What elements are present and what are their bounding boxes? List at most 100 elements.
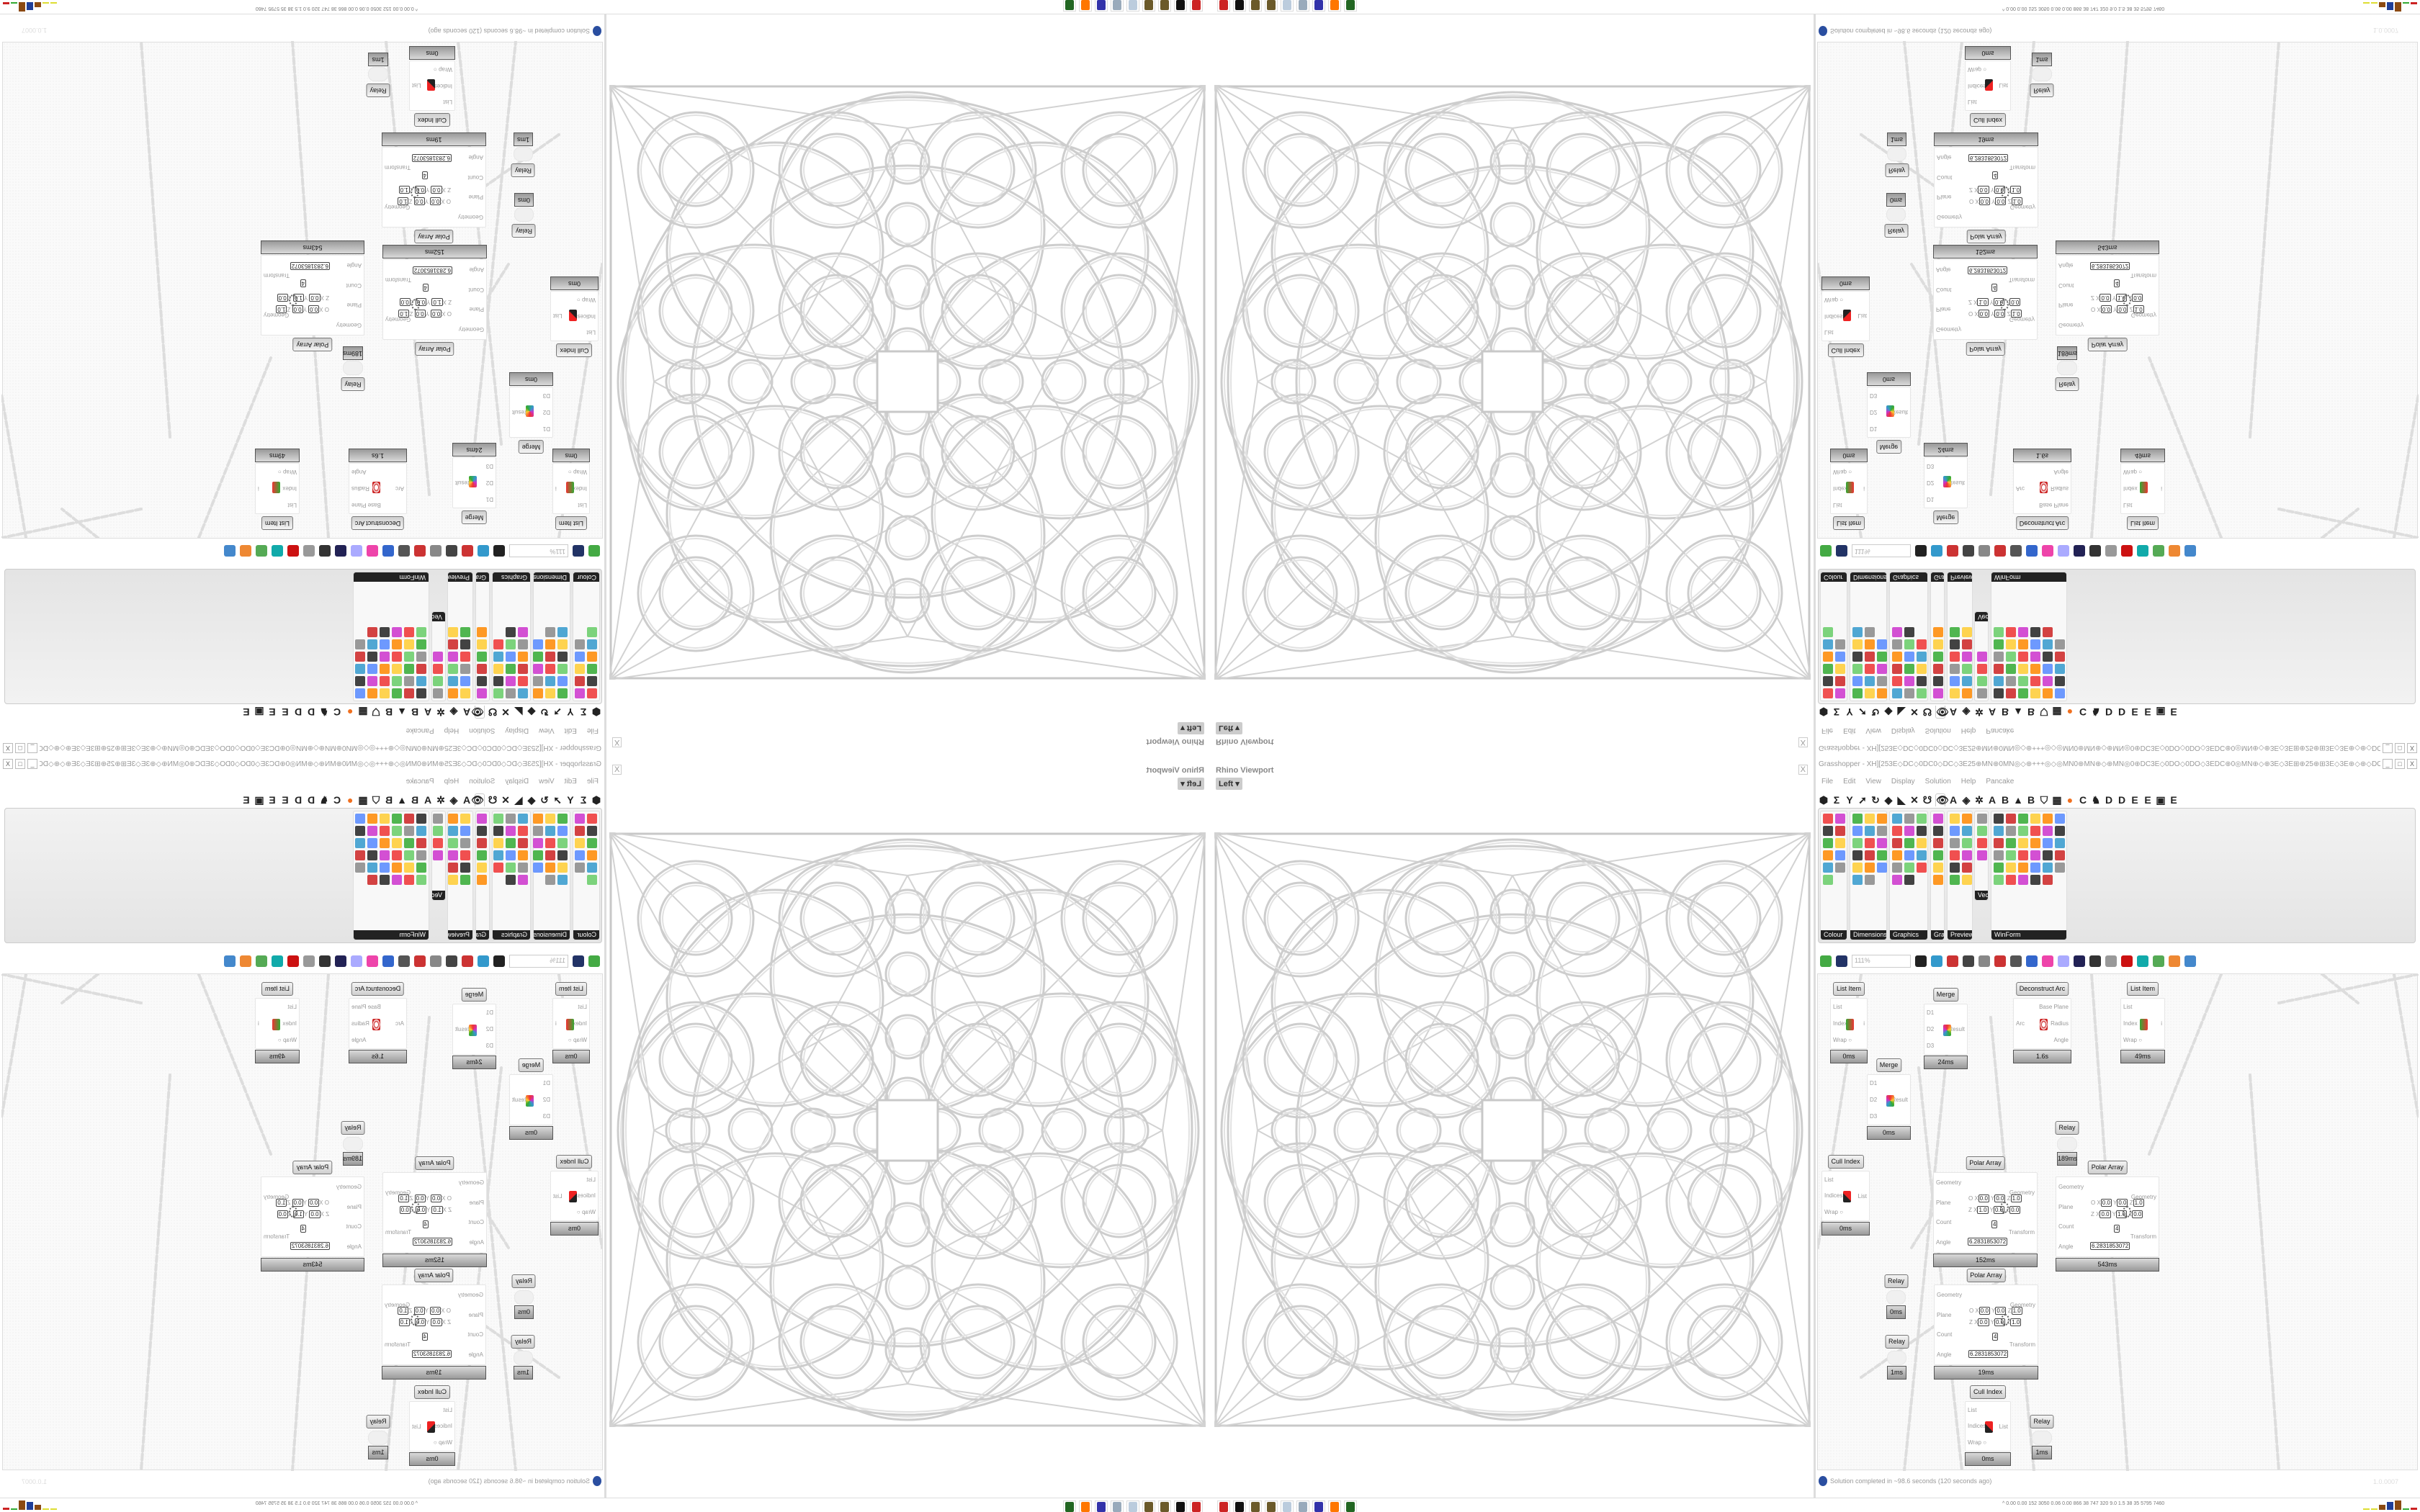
plane-z-field[interactable]: 1.0 — [398, 197, 409, 205]
blue-orb-icon[interactable] — [224, 545, 236, 557]
node-title[interactable]: List Item — [261, 516, 294, 530]
node-title[interactable]: Relay — [511, 1274, 537, 1288]
addon-leaf-icon[interactable]: ◈ — [1962, 706, 1971, 719]
green-box-icon[interactable] — [392, 863, 402, 873]
angle-field[interactable]: 6.2831853072 — [411, 1350, 452, 1358]
numeric-up-icon[interactable] — [355, 850, 365, 860]
plane-y-field[interactable]: 0.0 — [1994, 310, 2006, 318]
node-body[interactable]: Geometry Plane Count Angle Geometry Transform… — [1934, 1284, 2038, 1365]
input-plane[interactable]: Plane — [1937, 1311, 1952, 1318]
input-list[interactable]: List — [1833, 502, 1842, 508]
box-dimension-icon[interactable] — [533, 676, 543, 686]
arrow-box-icon[interactable] — [404, 875, 414, 885]
count-field[interactable]: 4 — [300, 279, 306, 287]
node-body[interactable]: List Index Wrap ○ i — [255, 998, 300, 1049]
minimize-button[interactable]: _ — [2383, 743, 2393, 753]
input-angle[interactable]: Angle — [468, 154, 483, 161]
grid-dimension-icon[interactable] — [1852, 652, 1863, 662]
colour-sphere-icon[interactable] — [587, 652, 597, 662]
ribbon-group-label[interactable]: Grap... — [476, 572, 489, 582]
numeric-icon[interactable] — [1994, 652, 2004, 662]
terminal-taskbar-button[interactable] — [1063, 1500, 1076, 1512]
pink-blobs-icon[interactable] — [460, 850, 470, 860]
pie-icon[interactable] — [477, 664, 487, 674]
node-body[interactable]: List Index 0 Wrap ○ i — [1830, 998, 1868, 1049]
input-plane[interactable]: Plane — [2058, 1203, 2074, 1210]
grid3-icon[interactable] — [2030, 875, 2040, 885]
ribbon-group-label[interactable]: WinForm — [354, 930, 429, 940]
addon-e-icon[interactable]: E — [2131, 706, 2138, 718]
node-title[interactable]: List Item — [1832, 982, 1865, 996]
input-geometry[interactable]: Geometry — [1937, 1292, 1963, 1299]
input-plane[interactable]: Plane — [469, 306, 484, 313]
numeric-up-icon[interactable] — [355, 652, 365, 662]
hatch-icon[interactable] — [416, 676, 426, 686]
input-list[interactable]: List — [586, 1176, 596, 1183]
maximize-button[interactable]: □ — [2395, 743, 2405, 753]
node-title[interactable]: Merge — [461, 510, 488, 524]
bell-icon[interactable] — [319, 545, 331, 557]
input-d2[interactable]: D2 — [485, 480, 493, 486]
addon-d2-icon[interactable]: D — [294, 706, 302, 718]
sets-icon[interactable]: Y — [1846, 794, 1853, 806]
sets-icon[interactable]: Y — [567, 794, 574, 806]
text-lines-icon[interactable] — [392, 688, 402, 698]
floppy-64-taskbar-button[interactable] — [1095, 0, 1108, 12]
numeric-icon[interactable] — [1994, 850, 2004, 860]
list-box-icon[interactable] — [2006, 639, 2016, 649]
camera-icon[interactable] — [448, 814, 458, 824]
save-file-icon[interactable] — [573, 545, 584, 557]
addon-d-icon[interactable]: D — [307, 706, 315, 718]
colour-cube-icon[interactable] — [1823, 826, 1833, 836]
heart-icon[interactable] — [1962, 838, 1972, 848]
node-title[interactable]: Cull Index — [556, 343, 593, 357]
landscape-icon[interactable] — [448, 826, 458, 836]
email-icon[interactable] — [430, 955, 442, 967]
bake-pen-icon[interactable] — [462, 955, 473, 967]
plane-x-field[interactable]: 0.0 — [1978, 186, 1989, 194]
circle-icon[interactable] — [518, 814, 528, 824]
text-t-icon[interactable] — [506, 814, 516, 824]
sphere-icon[interactable] — [518, 863, 528, 873]
numeric-up-icon[interactable] — [2055, 850, 2065, 860]
hatch-icon[interactable] — [416, 826, 426, 836]
slider-v-icon[interactable] — [416, 639, 426, 649]
green-box-icon[interactable] — [392, 639, 402, 649]
output-transform[interactable]: Transform — [385, 1229, 412, 1236]
input-count[interactable]: Count — [1937, 174, 1953, 181]
addon-grid-icon[interactable]: ▦ — [2052, 793, 2062, 806]
checkbox-icon[interactable] — [1994, 838, 2004, 848]
input-indices[interactable]: Indices — [1968, 1423, 1986, 1430]
plane-z-field[interactable]: 0.0 — [399, 1206, 411, 1214]
package-icon[interactable] — [2006, 850, 2016, 860]
text-lines-icon[interactable] — [2018, 814, 2028, 824]
sets-icon[interactable]: Y — [1846, 706, 1853, 718]
menu-solution[interactable]: Solution — [469, 778, 496, 786]
blur-icon[interactable] — [1892, 838, 1902, 848]
grasshopper-canvas[interactable]: List Item List Index 0 Wrap ○ i 0ms Merge D1 D2 D… — [1, 41, 603, 539]
plane-z-field[interactable]: 0.0 — [277, 1210, 288, 1218]
preview-eye-icon[interactable] — [1931, 955, 1942, 967]
input-d3[interactable]: D3 — [1927, 463, 1935, 469]
gear-icon[interactable] — [493, 838, 503, 848]
addon-d2-icon[interactable]: D — [2118, 794, 2126, 806]
terminal-taskbar-button[interactable] — [1344, 1500, 1357, 1512]
addon-a2-icon[interactable]: A — [1988, 794, 1996, 806]
save-file-icon[interactable] — [573, 955, 584, 967]
colour-triangle-icon[interactable] — [575, 676, 585, 686]
plane-y-field[interactable]: 0.0 — [292, 305, 303, 313]
save-gear-icon[interactable] — [1917, 639, 1927, 649]
ribbon-group-label[interactable]: Preview — [1948, 572, 1972, 582]
node-title[interactable]: Cull Index — [413, 1385, 451, 1399]
menu-solution[interactable]: Solution — [469, 726, 496, 734]
node-title[interactable]: Cull Index — [1969, 113, 2007, 127]
dots-circle-icon[interactable] — [518, 826, 528, 836]
font-b-icon[interactable] — [380, 850, 390, 860]
input-plane[interactable]: Plane — [346, 1203, 362, 1210]
slider-h-icon[interactable] — [2018, 676, 2028, 686]
addon-mountain-icon[interactable]: ▲ — [397, 706, 407, 718]
node-body[interactable]: Arc Base Plane Radius Angle — [349, 998, 407, 1049]
ring-icon[interactable] — [303, 955, 315, 967]
node-title[interactable]: Relay — [2030, 1415, 2054, 1428]
zoom-combobox[interactable]: 111% — [509, 955, 568, 968]
